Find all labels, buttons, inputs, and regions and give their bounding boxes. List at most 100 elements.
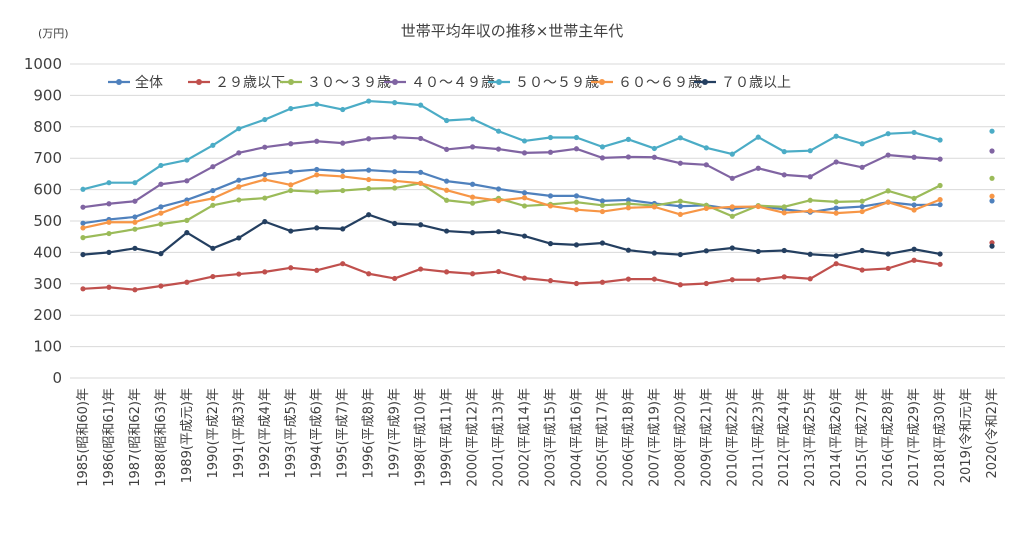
data-point [651,276,657,282]
data-point [392,185,398,191]
x-tick-label: 1998(平成10)年 [414,388,429,487]
data-point [521,195,528,201]
legend-label: ７０歳以上 [721,75,791,91]
data-point [521,138,528,144]
data-point [625,197,632,203]
data-point [366,176,372,183]
data-point [547,193,554,199]
data-point [236,235,242,241]
data-point [677,211,683,218]
data-point [158,204,164,210]
data-point [677,160,683,166]
data-point [288,105,294,112]
data-point [729,175,735,181]
data-point [469,230,476,236]
data-point [911,246,917,252]
x-axis-ticks: 1985(昭和60)年 1986(昭和61)年 1987(昭和62)年 1988(昭和… [76,388,1000,487]
data-point [106,219,112,225]
data-point [106,284,112,290]
data-point [755,134,761,140]
data-point [781,274,787,280]
x-tick-label: 2016(平成28)年 [881,388,896,487]
y-tick-label: 800 [33,118,62,136]
data-point [547,278,554,284]
x-tick-label: 2019(令和元)年 [959,388,974,483]
data-point [288,169,294,175]
data-point [859,164,865,170]
data-point [236,126,242,132]
data-point [495,186,502,192]
series-line [82,182,941,239]
series [80,134,995,210]
data-point [885,199,891,205]
series [80,172,995,231]
series-line [82,213,941,257]
data-point [469,194,476,200]
data-point [158,162,164,169]
data-point [158,221,164,227]
data-point [911,207,917,213]
data-point [443,117,450,124]
x-tick-label: 2014(平成26)年 [829,388,844,487]
data-point [495,229,502,235]
data-point [599,279,606,285]
data-point [625,201,632,207]
series [80,240,995,293]
x-tick-label: 1993(平成5)年 [284,388,299,479]
data-point [366,212,372,218]
data-point [989,175,995,181]
data-point [80,186,86,192]
data-point [703,162,709,168]
data-point [469,181,476,187]
x-tick-label: 2009(平成21)年 [699,388,714,487]
data-point [677,282,683,288]
data-point [937,261,943,267]
data-point [833,133,839,139]
data-point [184,178,190,184]
data-point [807,208,813,214]
legend-label: ２９歳以下 [215,75,285,91]
data-point [521,233,528,239]
data-point [340,226,346,232]
legend-label: ３０～３９歳 [307,75,391,91]
data-point [677,198,683,204]
legend-swatch-marker [116,79,122,85]
data-point [859,141,865,147]
data-point [262,176,268,183]
legend-label: ４０～４９歳 [411,75,495,91]
data-point [677,251,683,258]
x-tick-label: 2001(平成13)年 [492,388,507,487]
x-tick-label: 1994(平成6)年 [310,388,325,479]
data-point [781,172,787,178]
y-tick-label: 900 [33,86,62,104]
data-point [184,217,190,223]
data-point [989,193,995,199]
x-tick-label: 2020(令和2)年 [985,388,1000,479]
x-tick-label: 2012(平成24)年 [777,388,792,487]
data-point [106,201,112,207]
x-tick-label: 1995(平成7)年 [336,388,351,479]
data-point [418,135,424,142]
data-point [314,166,320,173]
data-point [703,145,709,151]
data-point [625,154,632,160]
legend-swatch-marker [392,79,398,85]
data-point [314,138,320,144]
data-point [80,204,86,210]
data-point [859,198,865,204]
data-point [573,134,580,141]
data-point [625,205,632,211]
legend-label: ６０～６９歳 [618,75,702,91]
data-point [911,129,917,136]
data-point [859,267,865,273]
data-point [885,265,891,272]
data-point [495,128,502,134]
x-tick-label: 2011(平成23)年 [751,388,766,487]
x-tick-label: 2007(平成19)年 [647,388,662,487]
data-point [288,265,294,271]
data-point [210,164,216,170]
data-point [366,271,372,277]
x-tick-label: 1997(平成9)年 [388,388,403,479]
y-tick-label: 700 [33,149,62,167]
data-point [132,214,138,220]
